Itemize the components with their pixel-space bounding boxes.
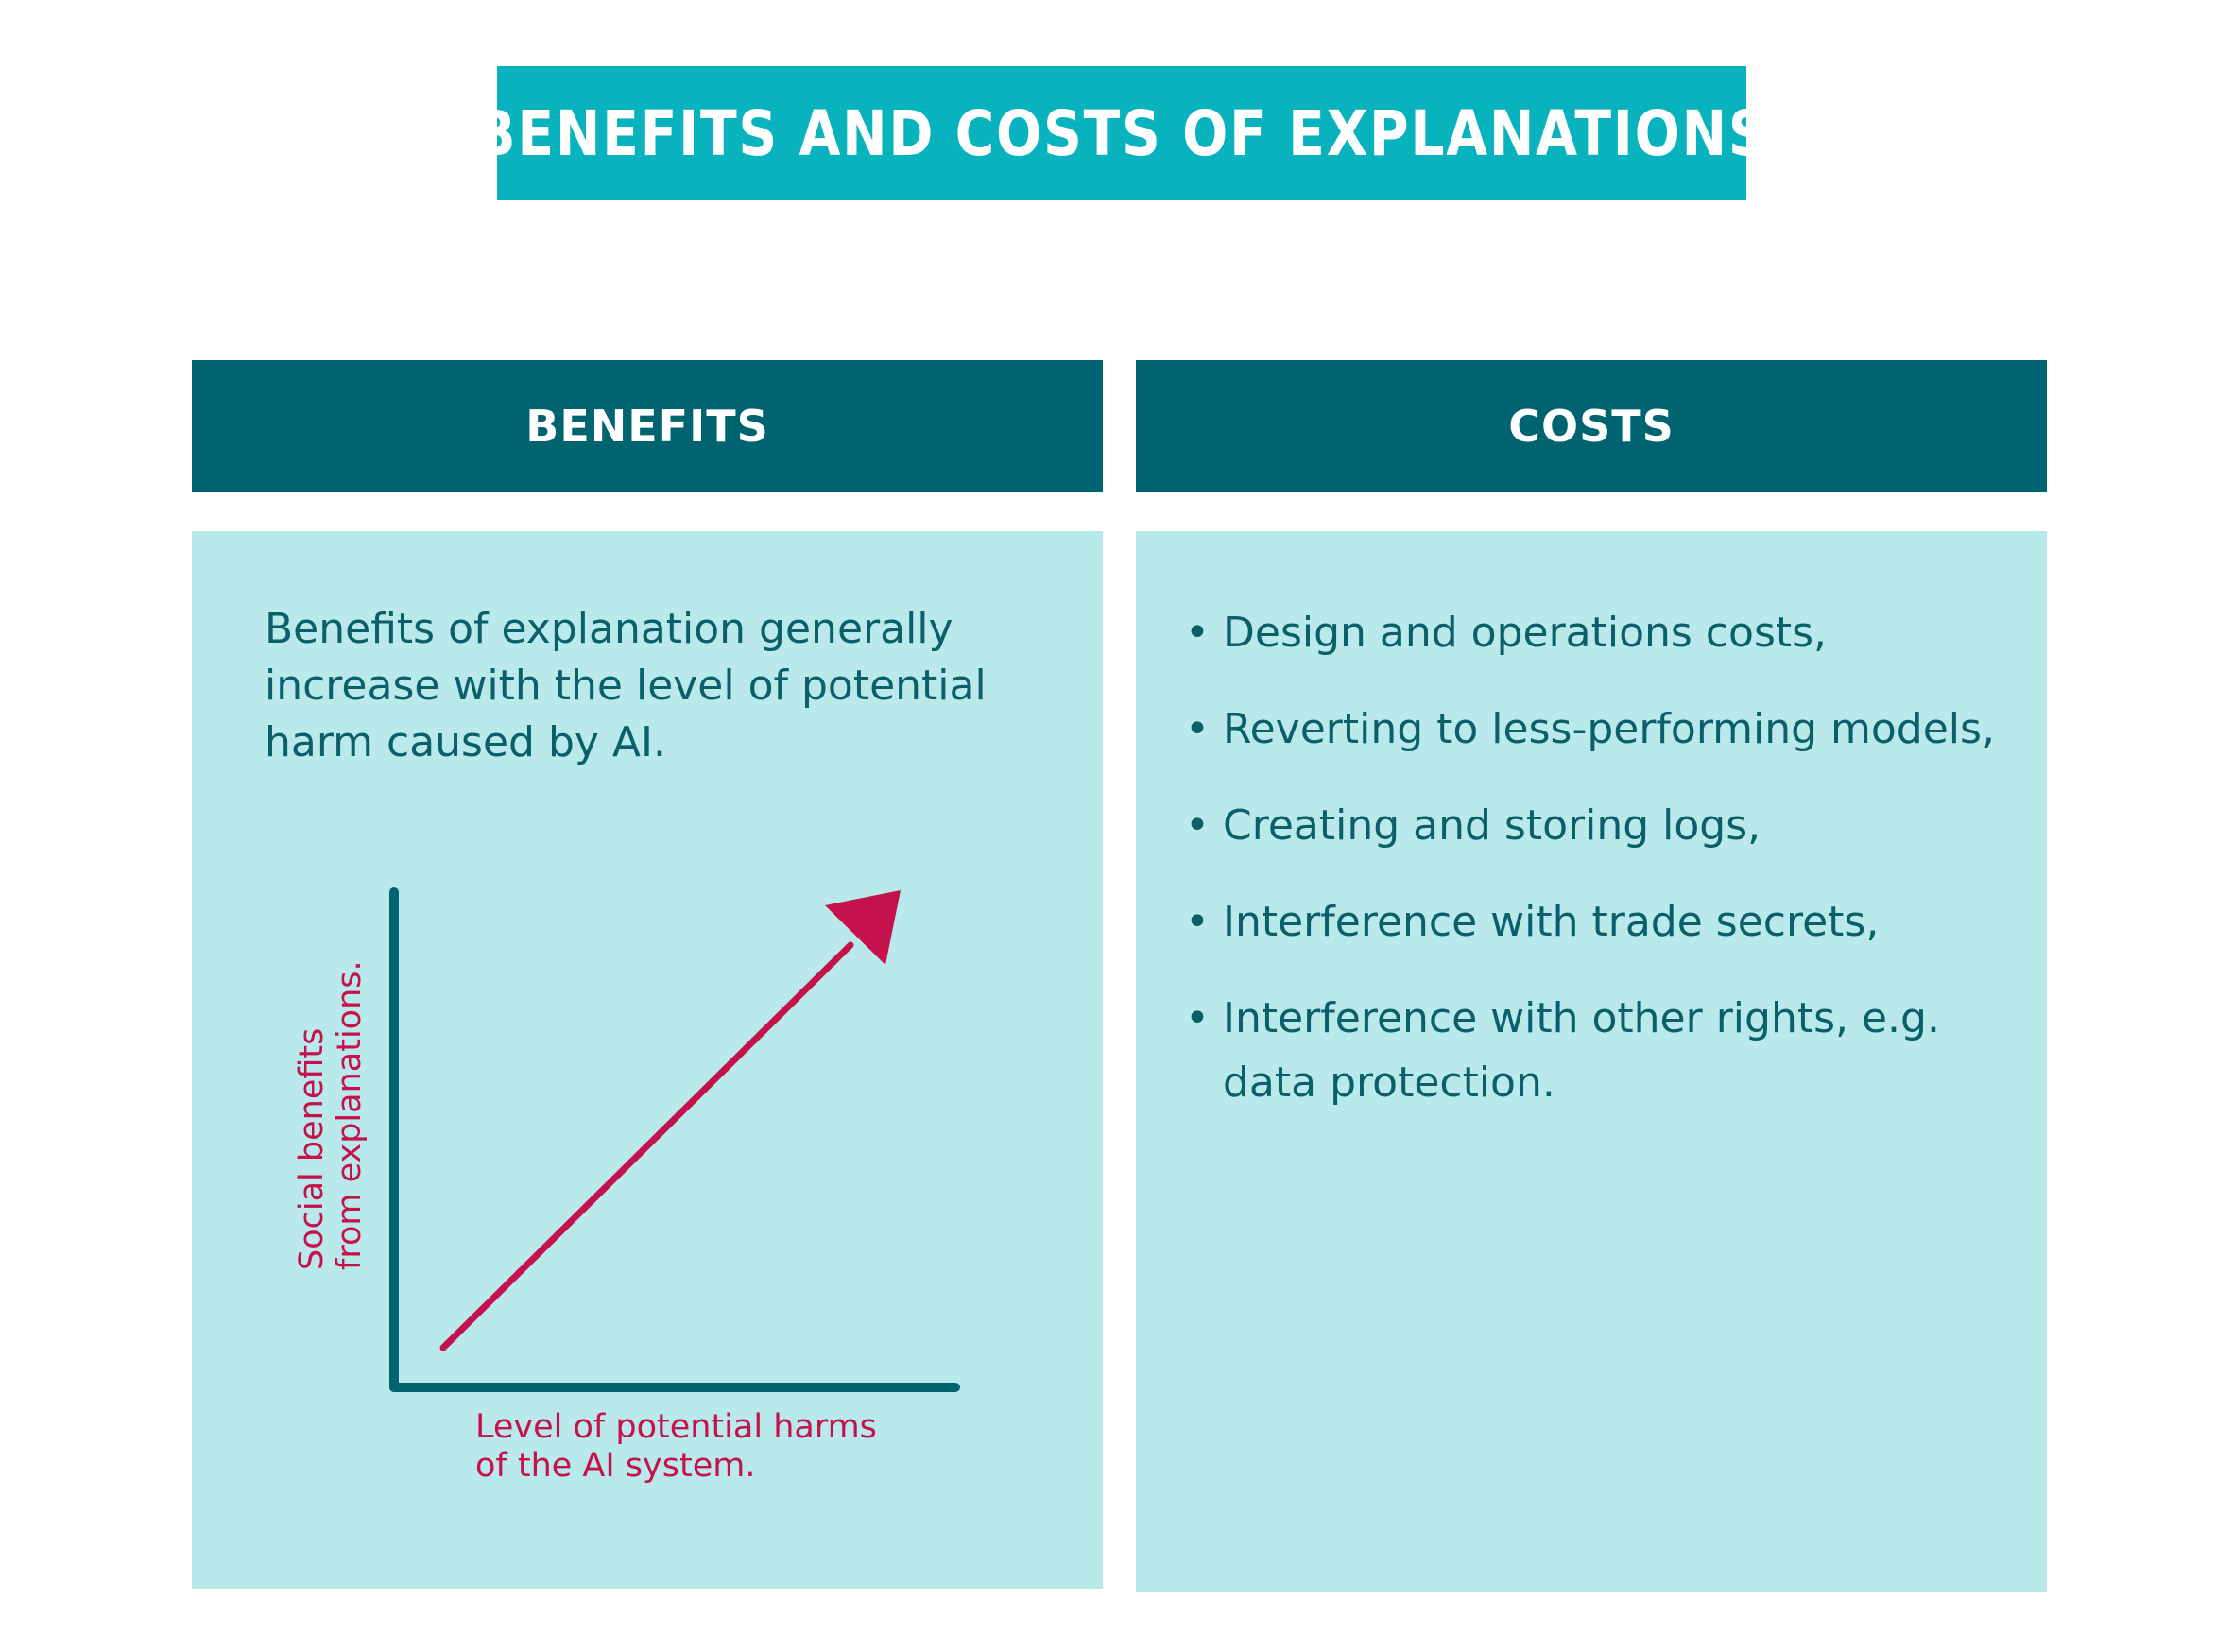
list-item: • Interference with other rights, e.g. d…: [1185, 987, 2035, 1115]
bullet-icon: •: [1185, 794, 1210, 858]
trend-arrow-shaft: [443, 945, 850, 1348]
benefits-graph: Social benefits from explanations. Level…: [192, 531, 1103, 1589]
list-item: • Creating and storing logs,: [1185, 794, 2035, 858]
list-item: • Design and operations costs,: [1185, 601, 2035, 665]
costs-header-label: COSTS: [1508, 401, 1675, 452]
costs-panel: • Design and operations costs, • Reverti…: [1136, 531, 2047, 1592]
y-axis-label-line2: from explanations.: [331, 960, 369, 1270]
benefits-panel: Benefits of explanation generally increa…: [192, 531, 1103, 1589]
x-axis-label-line2: of the AI system.: [475, 1447, 755, 1485]
costs-list: • Design and operations costs, • Reverti…: [1185, 601, 2035, 1147]
page-title: BENEFITS AND COSTS OF EXPLANATIONS: [474, 97, 1768, 170]
bullet-icon: •: [1185, 890, 1210, 955]
bullet-icon: •: [1185, 601, 1210, 665]
list-item: • Interference with trade secrets,: [1185, 890, 2035, 955]
cost-item-text: Reverting to less-performing models,: [1223, 705, 1995, 753]
x-axis-label: Level of potential harms of the AI syste…: [475, 1408, 877, 1485]
cost-item-text: Interference with trade secrets,: [1223, 898, 1879, 946]
cost-item-text: Creating and storing logs,: [1223, 801, 1761, 850]
list-item: • Reverting to less-performing models,: [1185, 697, 2035, 762]
bullet-icon: •: [1185, 697, 1210, 762]
costs-header: COSTS: [1136, 360, 2047, 492]
bullet-icon: •: [1185, 987, 1210, 1051]
cost-item-text: Design and operations costs,: [1223, 609, 1827, 657]
y-axis-label-line1: Social benefits: [293, 1028, 331, 1270]
title-banner: BENEFITS AND COSTS OF EXPLANATIONS: [497, 66, 1746, 200]
trend-arrow-head: [825, 890, 901, 965]
y-axis-label: Social benefits from explanations.: [293, 960, 369, 1270]
benefits-header-label: BENEFITS: [525, 401, 768, 452]
x-axis-label-line1: Level of potential harms: [475, 1408, 877, 1446]
benefits-header: BENEFITS: [192, 360, 1103, 492]
cost-item-text: Interference with other rights, e.g. dat…: [1223, 994, 1940, 1107]
